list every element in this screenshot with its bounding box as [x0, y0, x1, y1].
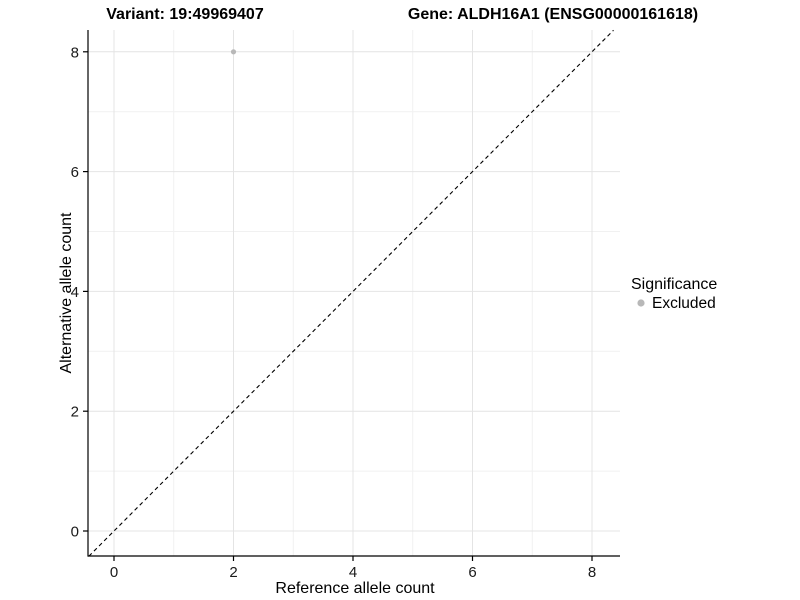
- identity-line: [88, 29, 614, 557]
- x-tick-labels: 0 2 4 6 8: [110, 564, 596, 581]
- data-point: [230, 49, 237, 55]
- variant-title: Variant: 19:49969407: [106, 6, 264, 23]
- y-tick-label: 6: [71, 164, 79, 181]
- identity-reference-line: [88, 29, 614, 557]
- gridlines-minor: [88, 30, 620, 556]
- y-tick-label: 8: [71, 44, 79, 61]
- x-tick-label: 6: [468, 564, 476, 581]
- gene-title: Gene: ALDH16A1 (ENSG00000161618): [408, 6, 698, 23]
- x-axis-title: Reference allele count: [275, 580, 435, 597]
- y-tick-label: 2: [71, 404, 79, 421]
- x-tick-label: 8: [588, 564, 596, 581]
- x-tick-label: 2: [229, 564, 237, 581]
- gridlines-major: [88, 30, 620, 556]
- y-tick-label: 4: [71, 284, 79, 301]
- data-points: [230, 49, 237, 55]
- legend-point-swatch: [637, 299, 645, 307]
- legend-title: Significance: [631, 276, 717, 293]
- y-axis-title: Alternative allele count: [58, 212, 75, 374]
- tick-marks: [83, 51, 593, 561]
- legend-item-label-excluded: Excluded: [652, 295, 716, 312]
- y-tick-labels: 0 2 4 6 8: [71, 44, 79, 540]
- y-tick-label: 0: [71, 524, 79, 541]
- axis-lines: [87, 30, 620, 557]
- x-tick-label: 4: [349, 564, 357, 581]
- legend: Significance Excluded: [631, 276, 717, 312]
- x-tick-label: 0: [110, 564, 118, 581]
